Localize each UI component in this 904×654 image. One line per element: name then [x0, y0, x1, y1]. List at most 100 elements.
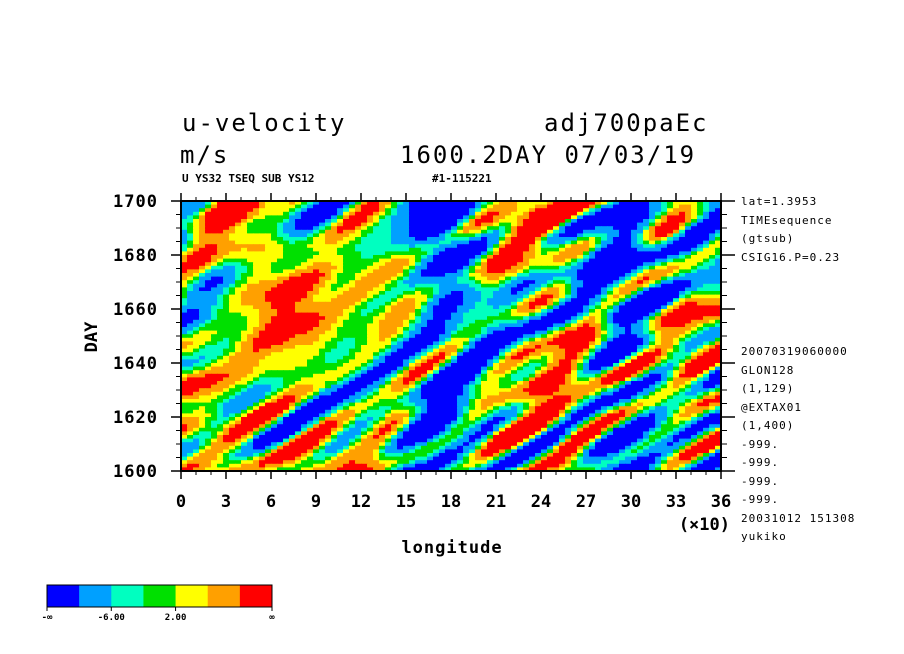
heatmap-cell	[463, 208, 470, 213]
heatmap-cell	[505, 273, 512, 278]
heatmap-cell	[685, 366, 692, 371]
heatmap-cell	[679, 294, 686, 299]
heatmap-cell	[709, 208, 716, 213]
heatmap-cell	[601, 345, 608, 350]
heatmap-cell	[283, 348, 290, 353]
heatmap-cell	[217, 377, 224, 382]
heatmap-cell	[583, 262, 590, 267]
heatmap-cell	[379, 229, 386, 234]
heatmap-cell	[439, 240, 446, 245]
heatmap-cell	[229, 247, 236, 252]
heatmap-cell	[463, 201, 470, 206]
heatmap-cell	[565, 355, 572, 360]
heatmap-cell	[457, 258, 464, 263]
heatmap-cell	[427, 229, 434, 234]
heatmap-cell	[439, 359, 446, 364]
heatmap-cell	[325, 298, 332, 303]
heatmap-cell	[673, 370, 680, 375]
heatmap-cell	[217, 391, 224, 396]
heatmap-cell	[601, 370, 608, 375]
heatmap-cell	[499, 316, 506, 321]
heatmap-cell	[361, 247, 368, 252]
heatmap-cell	[253, 287, 260, 292]
heatmap-cell	[211, 370, 218, 375]
heatmap-cell	[547, 233, 554, 238]
heatmap-cell	[691, 395, 698, 400]
heatmap-cell	[469, 204, 476, 209]
heatmap-cell	[307, 355, 314, 360]
heatmap-cell	[397, 265, 404, 270]
heatmap-cell	[331, 395, 338, 400]
heatmap-cell	[649, 341, 656, 346]
heatmap-cell	[397, 348, 404, 353]
heatmap-cell	[643, 226, 650, 231]
heatmap-cell	[313, 363, 320, 368]
heatmap-cell	[283, 301, 290, 306]
heatmap-cell	[607, 233, 614, 238]
heatmap-cell	[241, 204, 248, 209]
heatmap-cell	[331, 319, 338, 324]
heatmap-cell	[523, 341, 530, 346]
heatmap-cell	[463, 330, 470, 335]
heatmap-cell	[631, 298, 638, 303]
heatmap-cell	[523, 219, 530, 224]
heatmap-cell	[373, 330, 380, 335]
heatmap-cell	[613, 247, 620, 252]
heatmap-cell	[199, 377, 206, 382]
heatmap-cell	[337, 337, 344, 342]
heatmap-cell	[697, 233, 704, 238]
heatmap-cell	[553, 388, 560, 393]
heatmap-cell	[661, 319, 668, 324]
heatmap-cell	[313, 215, 320, 220]
heatmap-cell	[385, 287, 392, 292]
heatmap-cell	[403, 237, 410, 242]
heatmap-cell	[277, 251, 284, 256]
heatmap-cell	[193, 226, 200, 231]
heatmap-cell	[715, 229, 722, 234]
heatmap-cell	[313, 316, 320, 321]
heatmap-cell	[229, 226, 236, 231]
heatmap-cell	[649, 301, 656, 306]
heatmap-cell	[511, 298, 518, 303]
heatmap-cell	[709, 265, 716, 270]
heatmap-cell	[505, 352, 512, 357]
heatmap-cell	[439, 395, 446, 400]
heatmap-cell	[565, 229, 572, 234]
heatmap-cell	[625, 363, 632, 368]
heatmap-cell	[253, 348, 260, 353]
heatmap-cell	[511, 312, 518, 317]
heatmap-cell	[229, 370, 236, 375]
heatmap-cell	[475, 201, 482, 206]
heatmap-cell	[661, 337, 668, 342]
heatmap-cell	[517, 395, 524, 400]
heatmap-cell	[295, 345, 302, 350]
heatmap-cell	[481, 373, 488, 378]
heatmap-cell	[445, 222, 452, 227]
heatmap-cell	[655, 226, 662, 231]
heatmap-cell	[265, 391, 272, 396]
heatmap-cell	[313, 283, 320, 288]
heatmap-cell	[613, 341, 620, 346]
heatmap-cell	[373, 262, 380, 267]
heatmap-cell	[391, 262, 398, 267]
heatmap-cell	[289, 269, 296, 274]
heatmap-cell	[313, 341, 320, 346]
heatmap-cell	[325, 258, 332, 263]
heatmap-cell	[337, 244, 344, 249]
heatmap-cell	[517, 244, 524, 249]
heatmap-cell	[307, 316, 314, 321]
heatmap-cell	[259, 204, 266, 209]
heatmap-cell	[559, 287, 566, 292]
heatmap-cell	[541, 316, 548, 321]
heatmap-cell	[355, 370, 362, 375]
heatmap-cell	[379, 334, 386, 339]
heatmap-cell	[571, 348, 578, 353]
heatmap-cell	[205, 377, 212, 382]
heatmap-cell	[715, 330, 722, 335]
heatmap-cell	[343, 294, 350, 299]
heatmap-cell	[685, 319, 692, 324]
heatmap-cell	[181, 348, 188, 353]
heatmap-cell	[535, 384, 542, 389]
heatmap-cell	[547, 276, 554, 281]
heatmap-cell	[295, 201, 302, 206]
